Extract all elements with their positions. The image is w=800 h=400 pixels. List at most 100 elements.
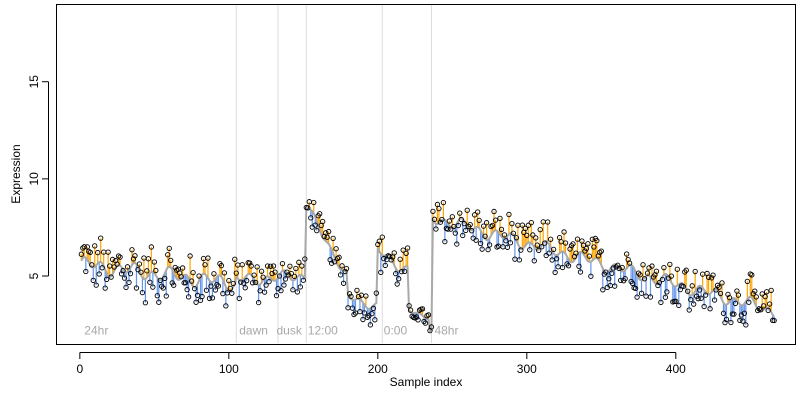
data-point bbox=[422, 320, 429, 326]
data-point bbox=[285, 272, 292, 278]
data-point bbox=[618, 277, 624, 284]
data-point bbox=[227, 285, 233, 292]
data-point bbox=[130, 256, 137, 262]
data-point bbox=[525, 222, 531, 228]
data-point bbox=[680, 283, 686, 290]
data-point bbox=[522, 225, 528, 232]
data-point bbox=[239, 262, 245, 268]
data-point bbox=[539, 244, 545, 250]
data-point bbox=[528, 219, 534, 226]
data-point bbox=[179, 265, 186, 271]
data-point bbox=[111, 264, 117, 270]
data-point bbox=[364, 314, 371, 320]
data-point bbox=[622, 275, 628, 282]
data-point bbox=[333, 246, 339, 252]
data-point bbox=[379, 234, 385, 240]
data-point bbox=[741, 310, 747, 316]
data-point bbox=[701, 303, 707, 310]
data-point bbox=[124, 264, 131, 270]
data-point bbox=[545, 219, 551, 225]
data-point bbox=[501, 232, 508, 238]
data-point bbox=[142, 300, 149, 306]
data-point bbox=[83, 268, 89, 275]
data-point bbox=[632, 285, 639, 292]
data-point bbox=[542, 240, 548, 246]
data-point bbox=[211, 271, 217, 277]
data-point bbox=[215, 283, 222, 289]
data-point bbox=[641, 276, 648, 282]
data-point bbox=[723, 316, 730, 323]
data-point bbox=[753, 294, 759, 300]
data-point bbox=[688, 296, 694, 303]
data-point bbox=[381, 255, 387, 262]
y-tick-label: 5 bbox=[27, 272, 41, 279]
data-point bbox=[205, 255, 211, 261]
data-point bbox=[114, 261, 120, 267]
data-point bbox=[498, 226, 505, 233]
data-point bbox=[372, 317, 378, 323]
data-point bbox=[658, 299, 664, 306]
data-point bbox=[157, 277, 163, 284]
data-point bbox=[473, 237, 479, 243]
data-point bbox=[129, 247, 135, 253]
data-point bbox=[367, 322, 374, 328]
data-point bbox=[562, 240, 569, 246]
data-point bbox=[673, 298, 679, 304]
data-point bbox=[513, 235, 520, 241]
data-point bbox=[653, 268, 660, 274]
data-point bbox=[373, 290, 379, 296]
data-point bbox=[750, 291, 756, 297]
data-point bbox=[148, 244, 155, 250]
data-point bbox=[84, 244, 90, 250]
data-point bbox=[136, 261, 143, 267]
data-point bbox=[479, 246, 485, 252]
data-point bbox=[300, 277, 306, 283]
data-point bbox=[264, 263, 271, 269]
data-point bbox=[104, 276, 110, 282]
data-point bbox=[126, 279, 132, 286]
data-point bbox=[144, 268, 150, 274]
data-point bbox=[586, 253, 593, 259]
data-point bbox=[348, 293, 354, 299]
data-point bbox=[731, 311, 737, 317]
data-point bbox=[272, 269, 278, 275]
fitted-line bbox=[80, 206, 775, 333]
data-point bbox=[190, 269, 196, 276]
data-point bbox=[340, 280, 347, 286]
data-point bbox=[613, 264, 619, 270]
data-point bbox=[454, 241, 460, 247]
data-point bbox=[546, 250, 552, 256]
annotation-label: dusk bbox=[277, 323, 303, 337]
data-point bbox=[638, 290, 645, 296]
data-point bbox=[138, 269, 144, 275]
data-point bbox=[250, 280, 256, 286]
data-point bbox=[707, 306, 713, 312]
data-point bbox=[375, 241, 381, 248]
data-point bbox=[290, 287, 296, 293]
data-point bbox=[127, 270, 134, 277]
data-point bbox=[376, 238, 382, 244]
data-point bbox=[267, 263, 274, 269]
data-point bbox=[759, 291, 765, 297]
data-point bbox=[659, 276, 666, 283]
data-point bbox=[87, 249, 93, 256]
data-point bbox=[705, 274, 712, 280]
data-point bbox=[537, 226, 543, 233]
data-point bbox=[570, 241, 576, 247]
data-point bbox=[394, 281, 400, 287]
data-point bbox=[166, 245, 172, 251]
data-point bbox=[320, 218, 326, 225]
data-point bbox=[95, 249, 101, 256]
data-point bbox=[247, 260, 253, 266]
data-point bbox=[229, 290, 235, 296]
data-point bbox=[314, 227, 320, 234]
data-point bbox=[132, 253, 138, 259]
data-point bbox=[710, 272, 716, 278]
data-point bbox=[178, 274, 184, 280]
data-point bbox=[476, 217, 482, 223]
data-point bbox=[162, 275, 168, 282]
data-point bbox=[749, 272, 755, 278]
data-points bbox=[78, 199, 777, 334]
data-point bbox=[360, 316, 366, 323]
data-point bbox=[370, 305, 377, 311]
